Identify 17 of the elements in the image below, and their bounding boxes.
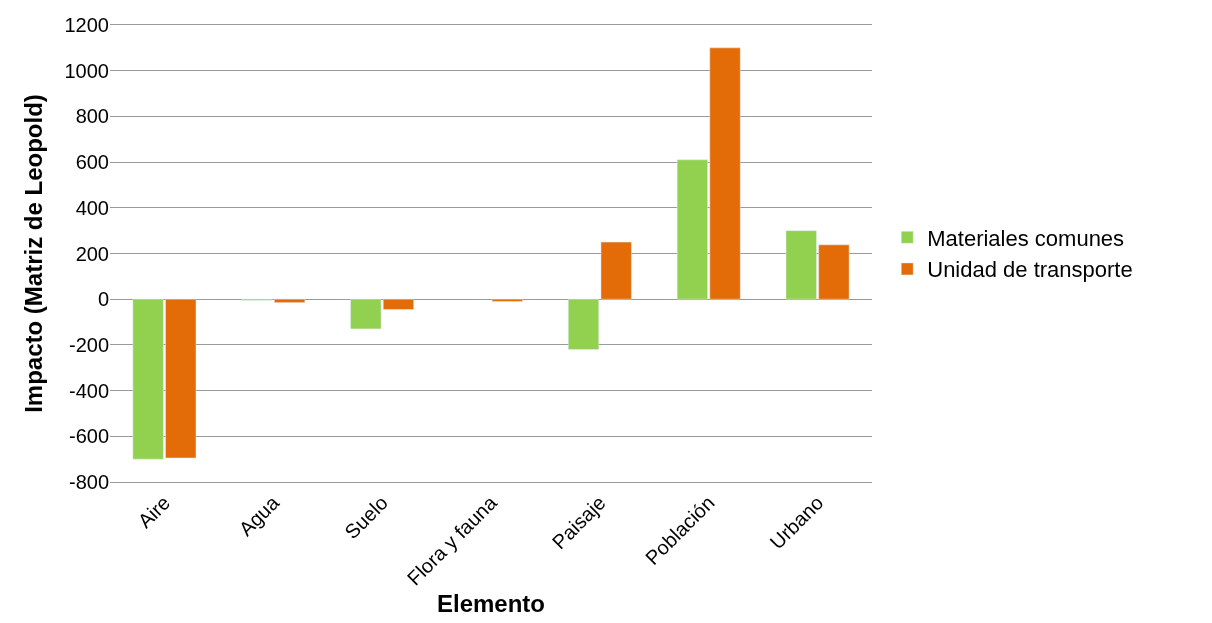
y-tick-label: -400	[68, 379, 109, 402]
y-tick-label: 200	[75, 242, 109, 265]
y-tick-label: 600	[75, 151, 109, 174]
y-tick-label: -200	[68, 333, 109, 356]
bar	[491, 298, 523, 302]
y-tick-label: 400	[75, 196, 109, 219]
y-tick-label: -800	[68, 471, 109, 493]
y-tick-label: 800	[75, 105, 109, 128]
x-tick-label: Aire	[133, 491, 175, 533]
y-tick-label: 1000	[64, 59, 109, 82]
legend-label: Materiales comunes	[927, 225, 1125, 251]
y-tick-label: 1200	[64, 14, 109, 36]
x-axis-title: Elemento	[436, 589, 546, 617]
legend-label: Unidad de transporte	[927, 257, 1133, 283]
y-tick-label: -600	[68, 425, 109, 448]
y-axis-title: Impacto (Matriz de Leopold)	[19, 94, 47, 413]
y-tick-label: 0	[97, 288, 109, 311]
